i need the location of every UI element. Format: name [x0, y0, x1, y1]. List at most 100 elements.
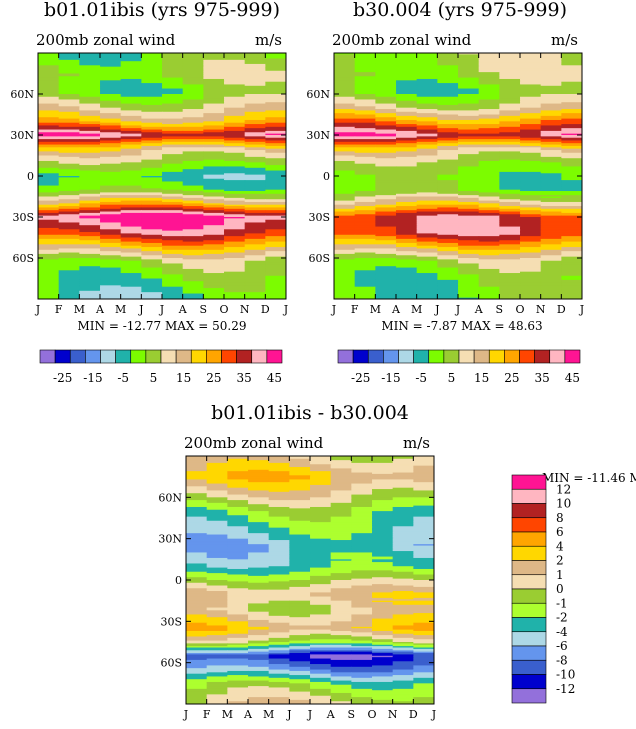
min-max-stats: MIN = -12.77 MAX = 50.29 [78, 319, 247, 333]
x-tick-label: S [348, 708, 356, 721]
colorbar-swatch [54, 349, 71, 364]
colorbar-swatch [458, 349, 475, 364]
colorbar-swatch [337, 349, 354, 364]
colorbar-swatch [504, 349, 520, 364]
x-tick-label: J [138, 303, 143, 316]
colorbar-swatch [519, 349, 535, 364]
colorbar-swatch [367, 349, 384, 364]
colorbar-swatch [511, 645, 547, 661]
x-tick-label: M [115, 303, 126, 316]
x-tick-label: A [178, 303, 188, 316]
y-tick-label: 60S [308, 252, 330, 265]
x-tick-label: M [74, 303, 85, 316]
colorbar-swatch [175, 349, 192, 364]
colorbar-label: -4 [556, 625, 568, 639]
colorbar-swatch [443, 349, 460, 364]
colorbar-swatch [511, 574, 547, 590]
colorbar-swatch [428, 349, 445, 364]
x-tick-label: A [326, 708, 336, 721]
units-label: m/s [403, 434, 430, 452]
x-tick-label: N [536, 303, 546, 316]
colorbar-swatch [564, 349, 581, 364]
min-max-stats: MIN = -7.87 MAX = 48.63 [381, 319, 542, 333]
chart-title: b01.01ibis - b30.004 [211, 402, 409, 424]
colorbar-swatch [160, 349, 177, 364]
colorbar-swatch [511, 674, 547, 690]
x-tick-label: J [283, 303, 288, 316]
colorbar-swatch [511, 631, 547, 647]
colorbar-swatch [511, 588, 547, 604]
x-tick-label: J [579, 303, 584, 316]
colorbar-swatch [511, 659, 547, 675]
colorbar-label: -25 [351, 371, 370, 385]
colorbar-swatch [236, 349, 253, 364]
colorbar-label: -8 [556, 653, 568, 667]
colorbar-swatch [190, 349, 207, 364]
colorbar-swatch [383, 349, 399, 364]
chart-title: b30.004 (yrs 975-999) [353, 0, 567, 21]
colorbar-label: -12 [556, 682, 575, 696]
colorbar-swatch [511, 517, 547, 533]
contour-field [186, 456, 434, 704]
chart-subtitle: 200mb zonal wind [332, 31, 472, 49]
panel-1: b01.01ibis (yrs 975-999) 200mb zonal wind… [10, 0, 288, 385]
y-tick-label: 30S [12, 211, 34, 224]
x-tick-label: J [431, 708, 436, 721]
chart-subtitle: 200mb zonal wind [184, 434, 324, 452]
colorbar-swatch [206, 349, 222, 364]
colorbar-swatch [488, 349, 505, 364]
x-tick-label: J [35, 303, 40, 316]
colorbar-swatch [266, 349, 283, 364]
chart-subtitle: 200mb zonal wind [36, 31, 176, 49]
colorbar-swatch [549, 349, 566, 364]
colorbar-swatch [534, 349, 551, 364]
y-tick-label: 0 [175, 574, 182, 587]
colorbar-label: 45 [267, 371, 282, 385]
colorbar-swatch [352, 349, 369, 364]
colorbar-label: 0 [556, 582, 564, 596]
colorbar-label: 25 [504, 371, 519, 385]
colorbar-label: -5 [415, 371, 427, 385]
y-tick-label: 0 [323, 170, 330, 183]
colorbar-swatch [100, 349, 116, 364]
y-tick-label: 30N [306, 129, 330, 142]
colorbar-swatch [511, 503, 547, 519]
colorbar-label: -15 [83, 371, 102, 385]
x-tick-label: M [411, 303, 422, 316]
colorbar-swatch [511, 602, 547, 618]
chart-title: b01.01ibis (yrs 975-999) [44, 0, 280, 21]
y-tick-label: 30N [10, 129, 34, 142]
x-tick-label: D [261, 303, 270, 316]
colorbar-label: 4 [556, 539, 564, 553]
x-tick-label: O [367, 708, 376, 721]
x-tick-label: D [557, 303, 566, 316]
colorbar-swatch [511, 531, 547, 547]
x-tick-label: O [515, 303, 524, 316]
x-tick-label: O [219, 303, 228, 316]
colorbar-swatch [251, 349, 268, 364]
x-tick-label: A [95, 303, 105, 316]
x-tick-label: F [55, 303, 63, 316]
colorbar-swatch [511, 560, 547, 576]
colorbar-swatch [511, 474, 547, 490]
min-max-stats: MIN = -11.46 MAX = 7.17 [542, 471, 636, 485]
colorbar-swatch [511, 617, 547, 633]
colorbar-swatch [130, 349, 147, 364]
colorbar: -25 -15 -5 5 15 25 35 45 [337, 349, 581, 385]
y-tick-label: 60N [10, 88, 34, 101]
x-tick-label: J [307, 708, 312, 721]
colorbar-swatch [413, 349, 430, 364]
colorbar-swatch [39, 349, 56, 364]
x-tick-label: S [200, 303, 208, 316]
y-tick-label: 30S [160, 615, 182, 628]
colorbar-label: -1 [556, 596, 568, 610]
colorbar-label: -15 [381, 371, 400, 385]
colorbar-swatch [145, 349, 162, 364]
y-tick-label: 30N [158, 533, 182, 546]
x-tick-label: A [243, 708, 253, 721]
x-tick-label: J [183, 708, 188, 721]
x-tick-label: S [496, 303, 504, 316]
units-label: m/s [551, 31, 578, 49]
contour-field [334, 53, 582, 299]
